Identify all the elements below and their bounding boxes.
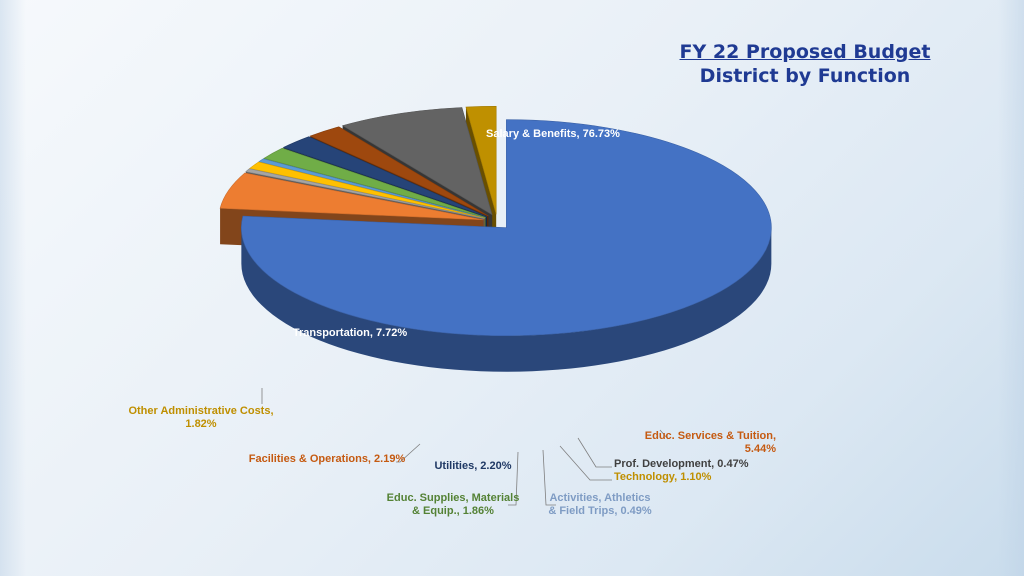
leader-line-educ-services-tuition	[659, 429, 669, 440]
data-label-salary-benefits: Salary & Benefits, 76.73%	[486, 128, 620, 140]
data-label-prof-development: Prof. Development, 0.47%	[614, 458, 749, 470]
slice-top	[309, 126, 489, 217]
slice-top	[241, 119, 772, 337]
slice-top	[245, 168, 485, 219]
slice-top	[219, 172, 484, 221]
leader-line-technology	[559, 445, 612, 481]
slice-top	[248, 161, 485, 219]
title-line-1: FY 22 Proposed Budget	[679, 41, 931, 63]
slice-rim	[241, 227, 772, 372]
data-label-activities-athletics-field-trips: Activities, Athletics & Field Trips, 0.49…	[548, 492, 652, 517]
leader-line-educ-supplies-materials-equip	[508, 451, 519, 506]
slice-top	[465, 106, 497, 215]
data-label-educ-services-tuition: Educ. Services & Tuition, 5.44%	[645, 430, 776, 455]
leader-line-facilities-operations	[396, 443, 421, 463]
slice-top	[341, 107, 493, 216]
data-label-transportation: Transportation, 7.72%	[293, 327, 408, 339]
leader-line-prof-development	[577, 437, 612, 468]
pie-slices	[219, 106, 772, 372]
slice-top	[282, 136, 488, 217]
slice-top	[258, 158, 486, 219]
chart-title: FY 22 Proposed Budget District by Functi…	[640, 40, 970, 88]
data-label-other-administrative-costs: Other Administrative Costs, 1.82%	[128, 405, 273, 430]
label-leader-lines	[261, 388, 669, 506]
data-label-technology: Technology, 1.10%	[614, 471, 712, 483]
slide-edge-left	[0, 0, 26, 576]
leader-line-activities-athletics-field-trips	[542, 449, 556, 506]
data-labels: Salary & Benefits, 76.73% Educ. Services …	[128, 128, 776, 517]
data-label-educ-supplies-materials-equip: Educ. Supplies, Materials & Equip., 1.86%	[387, 492, 520, 517]
data-label-utilities: Utilities, 2.20%	[434, 460, 511, 472]
title-line-2: District by Function	[699, 65, 911, 87]
slice-salary-benefits	[241, 119, 772, 372]
slice-top	[263, 147, 486, 218]
data-label-facilities-operations: Facilities & Operations, 2.19%	[249, 453, 406, 465]
